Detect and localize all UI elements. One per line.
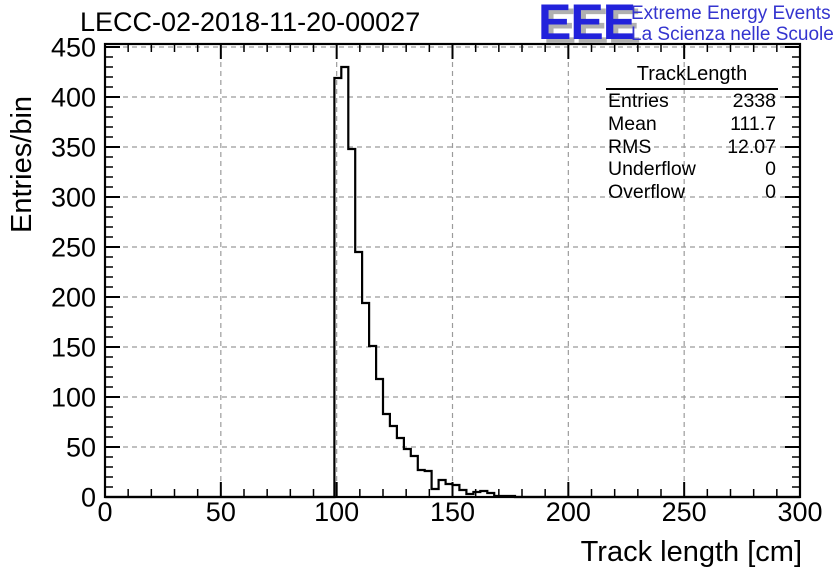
stat-value: 12.07: [727, 135, 776, 158]
x-tick-label: 50: [206, 497, 236, 527]
stat-row: RMS 12.07: [606, 136, 778, 159]
y-tick-label: 100: [51, 383, 96, 413]
y-tick-label: 250: [51, 233, 96, 263]
y-tick-label: 350: [51, 133, 96, 163]
y-tick-label: 150: [51, 333, 96, 363]
x-tick-label: 0: [97, 497, 112, 527]
stat-value: 111.7: [730, 112, 776, 135]
stat-row: Underflow 0: [606, 158, 778, 181]
y-tick-label: 300: [51, 183, 96, 213]
x-tick-label: 200: [546, 497, 591, 527]
plot-title: LECC-02-2018-11-20-00027: [80, 7, 421, 37]
eee-logo-subtitle: Extreme Energy Events La Scienza nelle S…: [631, 3, 834, 45]
stat-label: Entries: [608, 90, 669, 112]
stat-row: Overflow 0: [606, 181, 778, 204]
stat-row: Entries 2338: [606, 90, 778, 113]
y-tick-label: 50: [66, 433, 96, 463]
eee-logo-line2: La Scienza nelle Scuole: [631, 24, 834, 45]
stat-value: 0: [765, 158, 776, 181]
y-tick-label: 200: [51, 283, 96, 313]
stat-value: 0: [765, 181, 776, 204]
y-tick-label: 0: [81, 483, 96, 513]
x-tick-label: 250: [662, 497, 707, 527]
y-tick-label: 400: [51, 83, 96, 113]
eee-logo-line1: Extreme Energy Events: [631, 3, 831, 24]
x-tick-label: 300: [777, 497, 822, 527]
stats-box: TrackLength Entries 2338 Mean 111.7 RMS 12.07…: [606, 62, 778, 204]
stat-row: Mean 111.7: [606, 113, 778, 136]
histogram-line: [105, 65, 800, 499]
y-axis-title: Entries/bin: [6, 95, 38, 233]
x-tick-label: 150: [430, 497, 475, 527]
stat-label: Mean: [608, 112, 657, 135]
y-tick-label: 450: [51, 33, 96, 63]
eee-logo-icon: EEE: [538, 0, 636, 50]
stat-value: 2338: [732, 90, 776, 112]
stat-label: Underflow: [608, 158, 696, 181]
stat-label: RMS: [608, 135, 652, 158]
stats-box-rows: Entries 2338 Mean 111.7 RMS 12.07 Underflow 0 Ov…: [606, 90, 778, 204]
stats-box-header: TrackLength: [606, 62, 778, 90]
stat-label: Overflow: [608, 181, 685, 204]
x-axis-title: Track length [cm]: [580, 536, 802, 568]
x-tick-label: 100: [314, 497, 359, 527]
